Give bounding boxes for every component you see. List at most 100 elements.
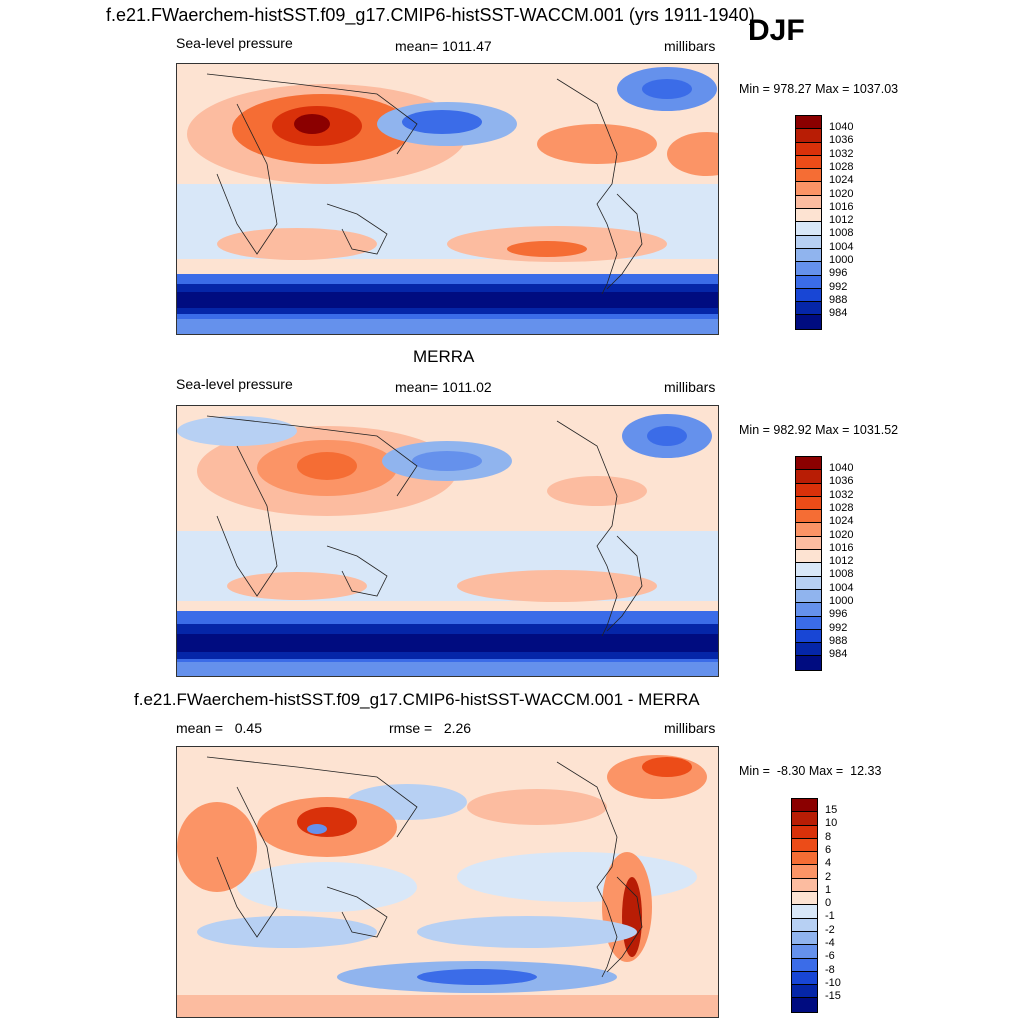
map-obs-slp [176,405,719,677]
colorbar-tick-label: 1008 [829,227,854,240]
colorbar-swatch [796,496,821,511]
colorbar-swatch [796,656,821,670]
colorbar-swatch [796,510,821,524]
colorbar-tick-label: 1032 [829,488,854,501]
colorbar-swatch [796,262,821,276]
colorbar-swatch [796,302,821,316]
colorbar-tick-label: 1020 [829,187,854,200]
colorbar-tick-label: 1020 [829,528,854,541]
colorbar-swatch [796,629,821,644]
colorbar-swatch [792,865,817,879]
colorbar-swatch [792,905,817,919]
colorbar-tick-label: 984 [829,307,848,320]
colorbar-tick-label: 8 [825,830,832,843]
colorbar-model [795,115,822,330]
colorbar-tick-label: -2 [825,923,835,936]
colorbar-swatch [796,275,821,289]
colorbar-swatch [792,812,817,826]
colorbar-tick-label: 2 [825,870,832,883]
colorbar-swatch [796,550,821,564]
colorbar-diff-labels: 15 10 8 6 4 2 1 0 -1 -2 -4 -6 -8 -10 -15 [825,804,865,1014]
colorbar-swatch [796,169,821,183]
colorbar-obs [795,456,822,671]
colorbar-tick-label: 1036 [829,134,854,147]
colorbar-swatch [792,985,817,999]
colorbar-tick-label: 992 [829,621,848,634]
colorbar-swatch [796,563,821,577]
colorbar-diff [791,798,818,1013]
colorbar-swatch [796,536,821,551]
colorbar-tick-label: -6 [825,950,835,963]
colorbar-tick-label: -4 [825,937,835,949]
colorbar-swatch [796,116,821,130]
colorbar-tick-label: 0 [825,897,832,910]
colorbar-tick-label: 1016 [829,541,854,554]
colorbar-swatch [792,799,817,813]
colorbar-tick-label: 1000 [829,595,854,607]
panel-model-units-label: millibars [664,38,716,54]
colorbar-tick-label: 984 [829,648,848,661]
colorbar-swatch [796,209,821,223]
colorbar-swatch [796,603,821,617]
colorbar-tick-label: 6 [825,843,832,856]
colorbar-tick-label: 996 [829,267,848,280]
colorbar-swatch [796,182,821,196]
map-diff-field [177,747,718,1017]
colorbar-swatch [792,945,817,959]
colorbar-tick-label: 1040 [829,462,854,474]
panel-diff-title: f.e21.FWaerchem-histSST.f09_g17.CMIP6-hi… [134,690,700,709]
colorbar-swatch [792,971,817,986]
colorbar-tick-label: -15 [825,990,841,1003]
colorbar-swatch [796,195,821,210]
figure-title: f.e21.FWaerchem-histSST.f09_g17.CMIP6-hi… [106,5,755,25]
colorbar-tick-label: 1012 [829,555,854,568]
colorbar-tick-label: 1024 [829,174,854,187]
colorbar-swatch [792,892,817,906]
colorbar-swatch [796,589,821,604]
season-label: DJF [748,14,805,47]
colorbar-swatch [792,838,817,853]
colorbar-swatch [796,470,821,484]
colorbar-swatch [796,222,821,236]
colorbar-swatch [796,616,821,630]
colorbar-tick-label: 996 [829,608,848,621]
colorbar-tick-label: 1028 [829,501,854,514]
colorbar-tick-label: 1004 [829,581,854,594]
panel-diff-units-label: millibars [664,720,716,736]
colorbar-swatch [796,142,821,156]
colorbar-swatch [796,155,821,170]
colorbar-tick-label: 1004 [829,240,854,253]
colorbar-swatch [796,129,821,143]
panel-model-mean-label: mean= 1011.47 [395,38,492,54]
colorbar-swatch [796,523,821,537]
panel-obs-variable-label: Sea-level pressure [176,376,293,392]
colorbar-swatch [792,852,817,866]
colorbar-swatch [796,315,821,329]
colorbar-model-labels: 1040 1036 1032 1028 1024 1020 1016 1012 … [829,121,869,331]
colorbar-tick-label: 4 [825,857,832,870]
panel-diff-rmse-label: rmse = 2.26 [389,720,472,736]
colorbar-tick-label: 1012 [829,214,854,227]
colorbar-tick-label: 1040 [829,121,854,133]
panel-model-minmax: Min = 978.27 Max = 1037.03 [739,82,899,96]
map-model-slp [176,63,719,335]
colorbar-swatch [796,483,821,497]
colorbar-tick-label: 1016 [829,200,854,213]
colorbar-swatch [796,457,821,471]
colorbar-tick-label: 1024 [829,515,854,528]
map-diff-slp [176,746,719,1018]
colorbar-tick-label: 988 [829,293,848,306]
colorbar-tick-label: 1 [825,883,832,896]
colorbar-swatch [792,998,817,1012]
colorbar-swatch [796,288,821,303]
colorbar-tick-label: -8 [825,963,835,976]
panel-obs-units-label: millibars [664,379,716,395]
colorbar-swatch [796,235,821,249]
colorbar-tick-label: 988 [829,634,848,647]
panel-obs-mean-label: mean= 1011.02 [395,379,492,395]
colorbar-tick-label: 992 [829,280,848,293]
colorbar-swatch [796,248,821,263]
panel-diff-minmax: Min = -8.30 Max = 12.33 [739,764,882,778]
colorbar-swatch [792,878,817,893]
panel-obs-minmax: Min = 982.92 Max = 1031.52 [739,423,899,437]
